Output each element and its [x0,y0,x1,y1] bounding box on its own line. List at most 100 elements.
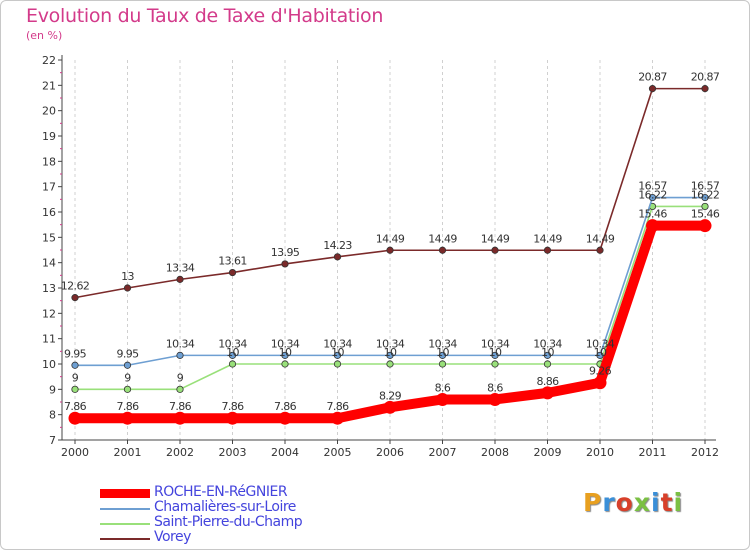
point-saint-pierre-2007 [438,360,447,368]
data-label-saint-pierre-2005: 10 [331,346,344,359]
data-label-roche-2002: 7.86 [169,400,192,413]
data-label-saint-pierre-2003: 10 [226,346,239,359]
point-roche-2000 [68,411,82,425]
chart-title: Evolution du Taux de Taxe d'Habitation [26,5,384,27]
data-label-chamalieres-2006: 10.34 [376,337,405,350]
point-roche-2010 [593,376,607,390]
data-label-vorey-2004: 13.95 [271,246,300,259]
data-label-roche-2007: 8.6 [435,381,451,394]
logo-letter: i [673,488,684,517]
legend-swatch-vorey [100,538,150,540]
data-label-saint-pierre-2000: 9 [72,371,79,384]
logo-letter: t [660,488,674,517]
chart-data-labels: 7.86 7.86 7.86 7.86 7.86 7.86 8.29 8.6 8.6 8.86 9.… [61,71,721,414]
point-vorey-2001 [123,284,132,292]
point-chamalieres-2004 [281,351,289,359]
point-vorey-2006 [386,246,394,254]
legend-label-vorey: Vorey [154,529,191,545]
x-tick-label-2003: 2003 [219,446,247,459]
point-chamalieres-2000 [71,361,79,369]
point-chamalieres-2009 [543,351,552,359]
x-tick-label-2006: 2006 [376,446,404,459]
logo-letter: x [633,488,651,517]
chart-legend: ROCHE-EN-RéGNIER Chamalières-sur-Loire S… [100,484,360,546]
point-vorey-2000 [71,294,79,302]
data-label-saint-pierre-2009: 10 [541,346,554,359]
data-label-chamalieres-2011: 16.57 [638,180,667,193]
data-label-saint-pierre-2012: 16.22 [691,188,720,201]
data-label-vorey-2002: 13.34 [166,261,195,274]
point-vorey-2012 [701,85,709,93]
x-tick-label-2009: 2009 [534,446,562,459]
legend-label-saint-pierre: Saint-Pierre-du-Champ [154,514,303,530]
x-tick-label-2007: 2007 [429,446,457,459]
legend-label-chamalieres: Chamalières-sur-Loire [154,499,296,515]
y-tick-label-9: 9 [49,383,56,396]
data-label-vorey-2003: 13.61 [218,255,247,268]
y-tick-label-10: 10 [42,358,56,371]
legend-swatch-chamalieres [100,508,150,510]
point-vorey-2003 [228,268,237,277]
y-tick-label-16: 16 [42,206,56,219]
data-label-vorey-2010: 14.49 [586,232,615,245]
point-roche-2005 [331,411,344,425]
point-chamalieres-2011 [648,193,657,202]
y-tick-label-18: 18 [42,155,56,168]
data-label-roche-2001: 7.86 [116,400,139,413]
point-saint-pierre-2000 [71,385,79,393]
point-vorey-2009 [543,246,552,254]
point-saint-pierre-2012 [701,202,709,211]
data-label-roche-2009: 8.86 [536,375,559,388]
x-tick-label-2000: 2000 [61,446,89,459]
data-label-vorey-2012: 20.87 [691,71,720,84]
data-label-vorey-2007: 14.49 [428,232,457,245]
point-roche-2012 [698,219,712,233]
y-tick-label-14: 14 [42,257,56,270]
data-label-chamalieres-2010: 10.34 [586,337,615,350]
y-tick-label-22: 22 [42,54,56,67]
point-vorey-2008 [491,246,499,254]
y-tick-label-21: 21 [42,79,56,92]
legend-item-vorey: Vorey [100,529,360,546]
y-tick-label-13: 13 [42,282,56,295]
data-label-chamalieres-2001: 9.95 [116,347,139,360]
y-tick-label-11: 11 [42,333,56,346]
logo-letter: r [602,488,616,517]
point-saint-pierre-2009 [543,360,552,368]
legend-item-saint-pierre: Saint-Pierre-du-Champ [100,514,360,531]
data-label-chamalieres-2002: 10.34 [166,337,195,350]
data-label-chamalieres-2009: 10.34 [533,337,562,350]
data-label-saint-pierre-2006: 10 [384,346,397,359]
point-roche-2003 [226,411,239,425]
point-saint-pierre-2003 [228,360,237,368]
x-tick-label-2010: 2010 [586,446,614,459]
data-label-saint-pierre-2002: 9 [177,371,184,384]
data-label-chamalieres-2003: 10.34 [218,337,247,350]
data-label-saint-pierre-2001: 9 [124,371,131,384]
point-chamalieres-2003 [228,351,237,359]
x-tick-label-2001: 2001 [114,446,142,459]
point-chamalieres-2001 [123,361,132,369]
x-tick-label-2004: 2004 [271,446,299,459]
point-chamalieres-2012 [701,193,709,202]
y-tick-label-20: 20 [42,105,56,118]
data-label-vorey-2001: 13 [121,270,134,283]
logo-letter: o [615,488,634,517]
proxiti-logo: Proxiti [583,488,683,517]
data-label-roche-2008: 8.6 [487,381,503,394]
data-label-chamalieres-2007: 10.34 [428,337,457,350]
data-label-roche-2012: 15.46 [691,208,720,221]
data-label-saint-pierre-2008: 10 [489,346,502,359]
logo-letter: P [583,488,603,517]
chart-axes: 7 8 9 10 11 12 13 14 15 16 17 18 19 20 21 22 2000 2001 200… [42,54,719,459]
y-tick-label-7: 7 [49,434,56,447]
point-roche-2002 [173,411,187,425]
y-tick-label-15: 15 [42,231,56,244]
data-label-roche-2004: 7.86 [274,400,297,413]
point-saint-pierre-2004 [281,360,289,368]
point-vorey-2004 [281,260,289,268]
data-label-roche-2005: 7.86 [326,400,349,413]
data-label-saint-pierre-2007: 10 [436,346,449,359]
data-label-saint-pierre-2010: 10 [594,346,607,359]
